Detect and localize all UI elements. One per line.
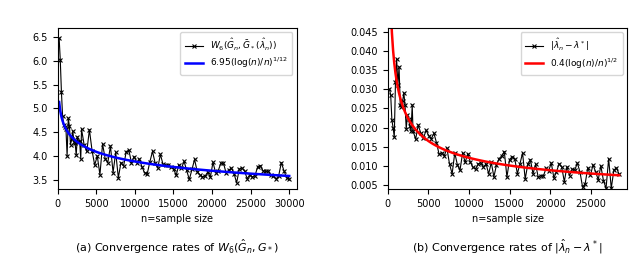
Text: (a) Convergence rates of $W_6(\hat{G}_n, G_*)$: (a) Convergence rates of $W_6(\hat{G}_n,… [76, 237, 279, 256]
X-axis label: n=sample size: n=sample size [472, 214, 543, 224]
Text: (b) Convergence rates of $|\hat{\lambda}_n - \lambda^*|$: (b) Convergence rates of $|\hat{\lambda}… [412, 237, 603, 256]
Legend: $|\hat{\lambda}_n - \lambda^*|$, $0.4(\log(n)/n)^{1/2}$: $|\hat{\lambda}_n - \lambda^*|$, $0.4(\l… [520, 32, 623, 75]
Legend: $W_6(\hat{G}_n, \bar{G}_*(\hat{\lambda}_n))$, $6.95(\log(n)/n)^{1/12}$: $W_6(\hat{G}_n, \bar{G}_*(\hat{\lambda}_… [180, 32, 292, 75]
X-axis label: n=sample size: n=sample size [141, 214, 213, 224]
